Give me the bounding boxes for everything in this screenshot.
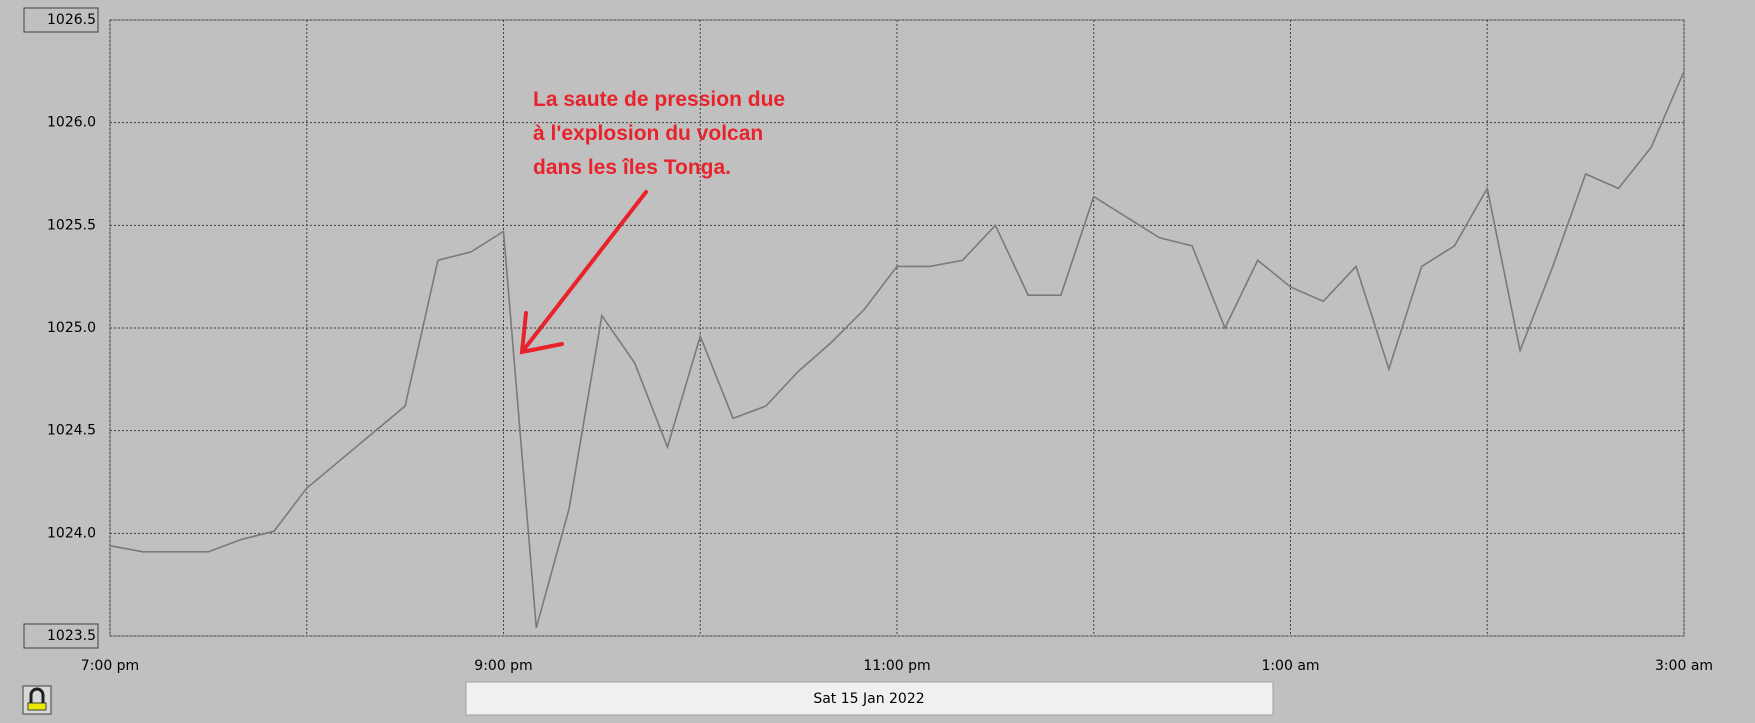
date-label: Sat 15 Jan 2022 bbox=[813, 691, 924, 707]
annotation: dans les îles Tonga. bbox=[533, 156, 731, 179]
y-tick-label: 1024.0 bbox=[47, 525, 96, 541]
y-tick-label: 1024.5 bbox=[47, 423, 96, 439]
y-tick-label: 1025.5 bbox=[47, 217, 96, 233]
annotation: La saute de pression due bbox=[533, 88, 785, 111]
x-tick-label: 9:00 pm bbox=[474, 658, 532, 674]
data-line bbox=[109, 71, 1685, 628]
annotation: à l'explosion du volcan bbox=[533, 122, 763, 145]
x-tick-label: 11:00 pm bbox=[863, 658, 930, 674]
y-tick-label: 1026.0 bbox=[47, 115, 96, 131]
arrow bbox=[519, 190, 648, 355]
x-tick-label: 1:00 am bbox=[1261, 658, 1319, 674]
y-tick-label: 1025.0 bbox=[47, 320, 96, 336]
x-tick-label: 7:00 pm bbox=[81, 658, 139, 674]
date-bar[interactable] bbox=[465, 681, 1274, 716]
y-tick-label: 1026.5 bbox=[47, 12, 96, 28]
lock-icon[interactable] bbox=[22, 685, 52, 715]
x-tick-label: 3:00 am bbox=[1655, 658, 1713, 674]
y-tick-label: 1023.5 bbox=[47, 628, 96, 644]
y-label-box bbox=[23, 623, 99, 649]
y-label-box bbox=[23, 7, 99, 33]
